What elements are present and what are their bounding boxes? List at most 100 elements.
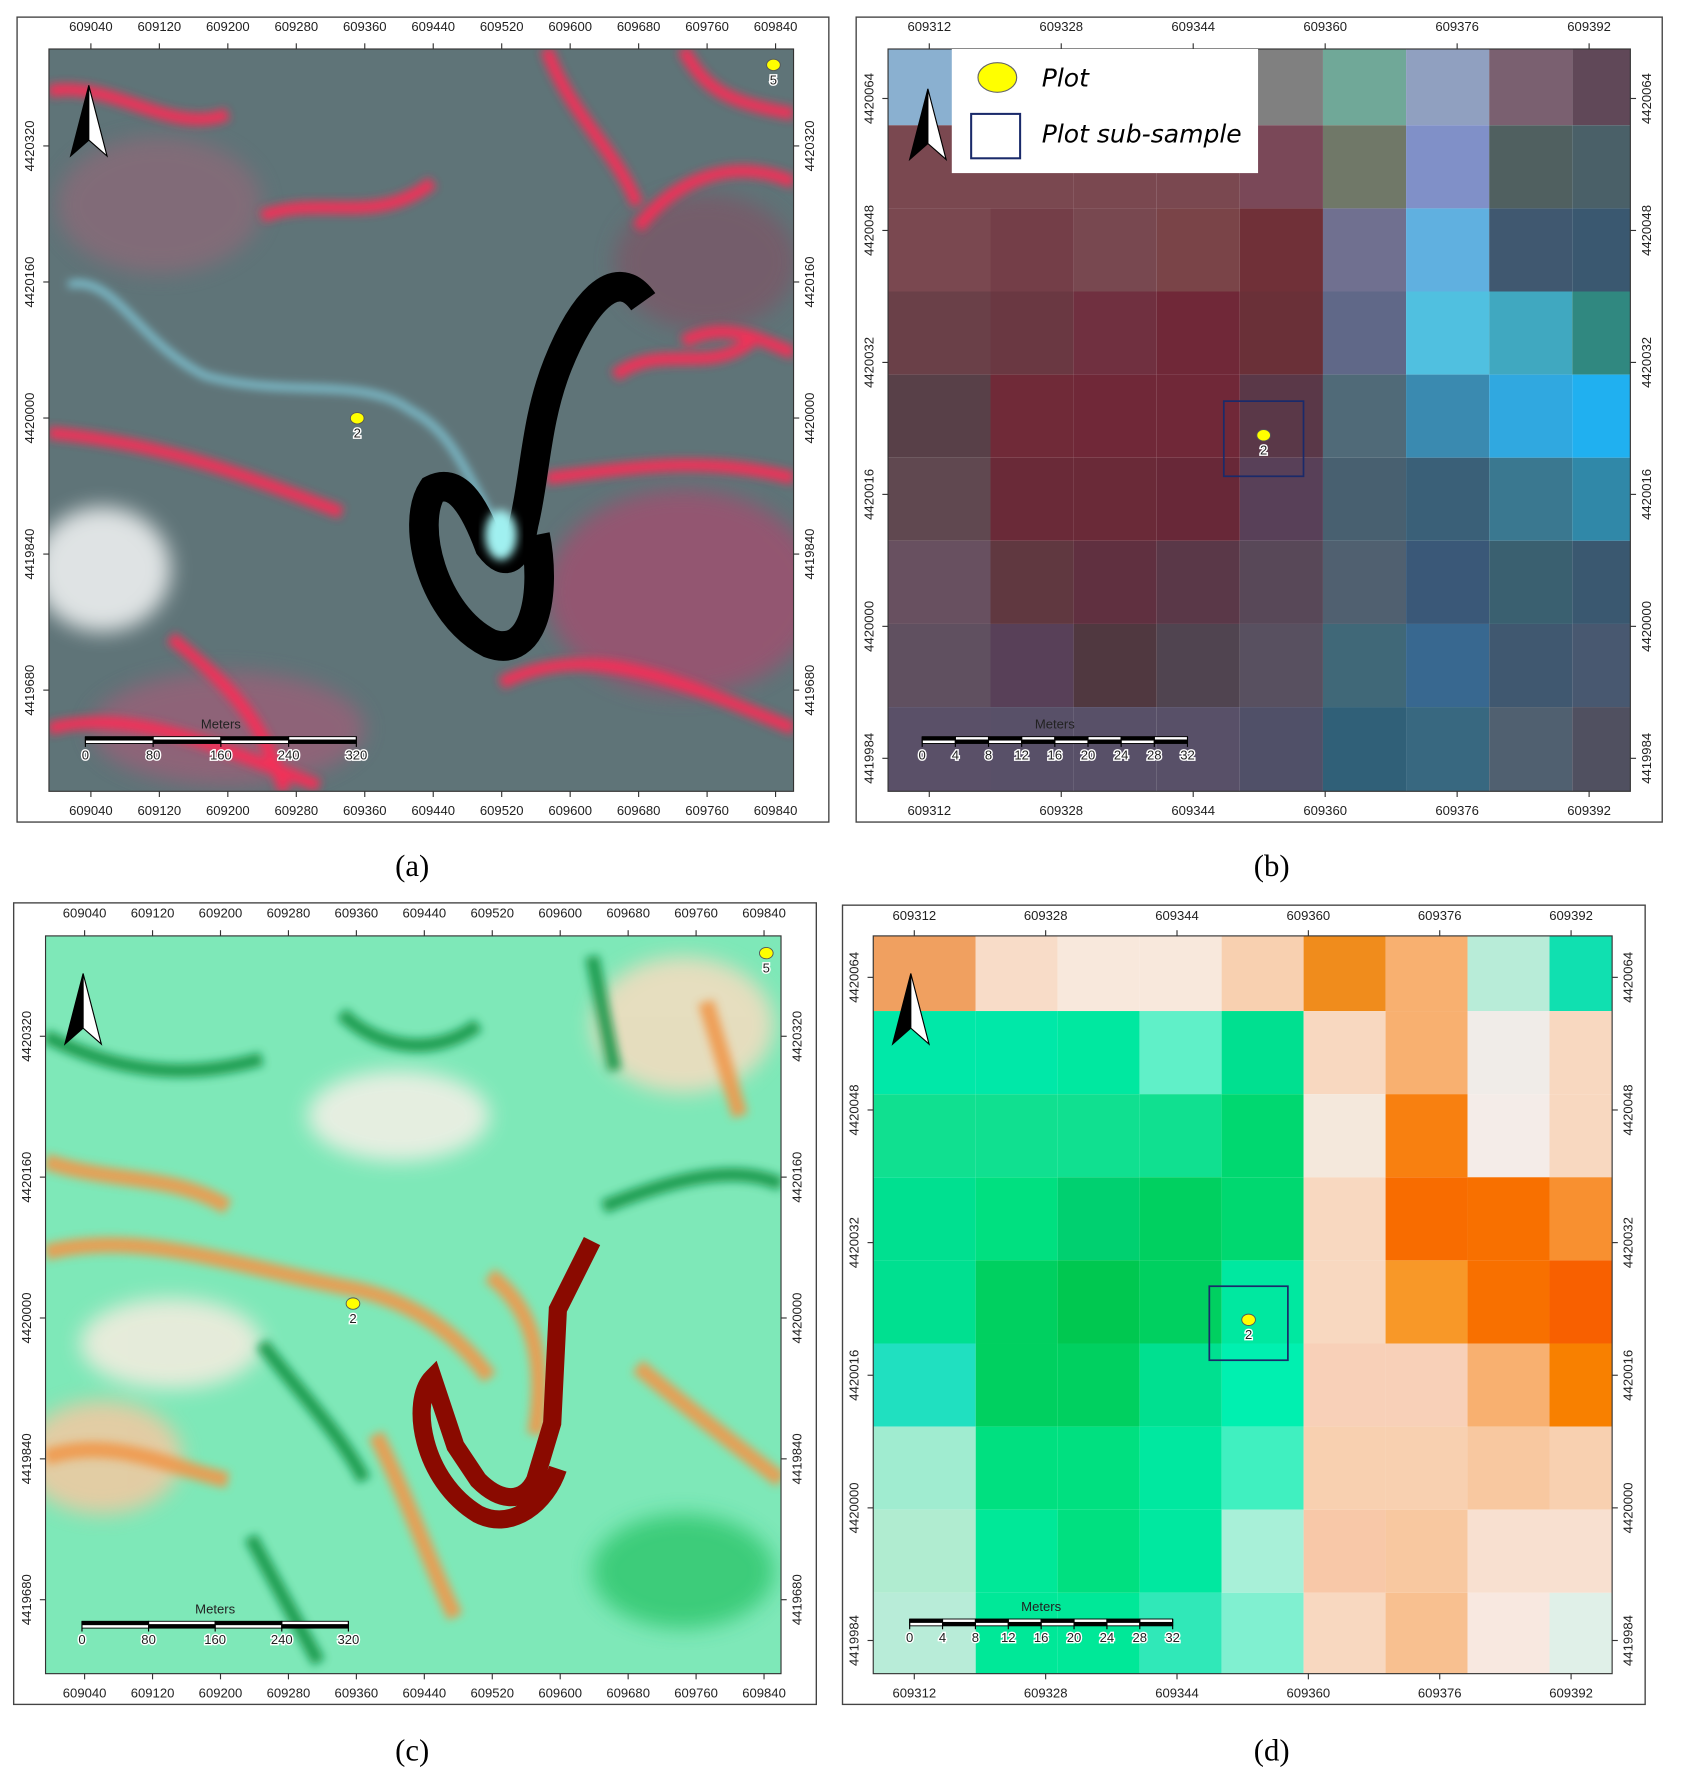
x-tick-label: 609520 [480, 803, 524, 818]
pixel [990, 707, 1074, 792]
x-tick-label: 609344 [1155, 908, 1199, 923]
x-tick-label: 609360 [1303, 19, 1347, 34]
y-tick-label: 4419984 [1639, 733, 1654, 784]
y-tick-label: 4419680 [22, 665, 37, 716]
y-tick-label: 4420048 [861, 205, 876, 256]
x-tick-label: 609344 [1155, 1686, 1199, 1701]
north-arrow [88, 85, 109, 158]
pixel [1303, 1509, 1386, 1593]
pixel [1073, 208, 1157, 292]
pixel [1303, 1343, 1386, 1427]
pixel [975, 1426, 1058, 1510]
pixel [1057, 935, 1140, 1012]
pixel [1303, 1011, 1386, 1095]
scale-bar-segment [1054, 739, 1089, 744]
pixel [1549, 1509, 1613, 1593]
scale-bar-segment [1073, 1618, 1108, 1623]
y-tick-label: 4419840 [19, 1433, 34, 1484]
scale-bar-label: 160 [204, 1632, 226, 1647]
scale-bar-segment [1120, 736, 1155, 741]
legend-box-symbol [970, 112, 1022, 160]
scale-bar-label: 12 [1014, 747, 1029, 762]
x-tick-label: 609520 [470, 906, 514, 921]
y-tick-label: 4420000 [802, 393, 817, 444]
scale-bar-label: 0 [82, 747, 89, 762]
scale-bar-segment [942, 1618, 976, 1623]
x-tick-label: 609376 [1435, 19, 1479, 34]
north-arrow [82, 973, 103, 1046]
scale-bar-segment [1087, 739, 1122, 744]
pixel [1385, 1260, 1468, 1344]
pixel [1406, 208, 1490, 292]
map-panel: 609312 609312 609328 609328 609344 609344 6093… [841, 904, 1646, 1767]
pixel [873, 1509, 976, 1593]
x-tick-label: 609200 [206, 803, 250, 818]
pixel [1467, 1426, 1550, 1510]
scale-bar-title: Meters [1021, 1599, 1061, 1614]
y-tick-label: 4420320 [22, 120, 37, 171]
pixel [990, 208, 1074, 292]
pixel [1322, 291, 1407, 375]
pixel [1549, 1260, 1613, 1344]
y-tick-label: 4419840 [790, 1433, 805, 1484]
x-tick-label: 609440 [403, 906, 447, 921]
plot-point [766, 58, 781, 72]
pixel [1239, 540, 1323, 624]
scale-bar-segment [152, 739, 222, 744]
scale-bar-label: 0 [919, 747, 926, 762]
pixel [1572, 49, 1631, 126]
pixel [1406, 540, 1490, 624]
pixel [1549, 1094, 1613, 1178]
y-tick-label: 4420064 [1639, 73, 1654, 124]
plot-point [759, 946, 774, 960]
scale-bar-label: 24 [1114, 747, 1129, 762]
scale-bar-segment [942, 1621, 976, 1627]
y-tick-label: 4420000 [846, 1482, 861, 1533]
x-tick-label: 609280 [274, 19, 318, 34]
pixel [1467, 935, 1550, 1012]
scale-bar-segment [152, 736, 222, 741]
pixel [1156, 623, 1240, 708]
pixel [1549, 1426, 1613, 1510]
scale-bar-segment [1106, 1621, 1141, 1627]
scale-bar-segment [148, 1620, 216, 1626]
scale-bar-label: 4 [952, 747, 959, 762]
scale-bar-segment [1073, 1621, 1108, 1627]
pixel [1139, 1094, 1222, 1178]
x-tick-label: 609200 [199, 906, 243, 921]
pixel [1322, 623, 1407, 708]
pixel [1489, 374, 1573, 458]
map-panel: 609312 609312 609328 609328 609344 609344 6093… [855, 16, 1663, 883]
plot-point [345, 1297, 361, 1310]
pixel [1467, 1592, 1550, 1674]
x-tick-label: 609440 [411, 19, 455, 34]
pixel [1572, 623, 1631, 708]
pixel [1057, 1177, 1140, 1261]
scale-bar-segment [281, 1624, 349, 1629]
scale-bar-segment [214, 1624, 283, 1629]
pixel [975, 935, 1058, 1012]
pixel [1221, 935, 1304, 1012]
pixel [1549, 935, 1613, 1012]
x-tick-label: 609520 [470, 1686, 514, 1701]
pixel [1322, 208, 1407, 292]
x-tick-label: 609760 [685, 803, 729, 818]
pixel [1057, 1260, 1140, 1344]
pixel [1322, 457, 1407, 541]
x-tick-label: 609600 [548, 19, 592, 34]
scale-bar-label: 240 [271, 1632, 293, 1647]
pixel [1467, 1177, 1550, 1261]
scale-bar-label: 320 [337, 1632, 359, 1647]
scale-bar-segment [81, 1624, 150, 1629]
x-tick-label: 609840 [742, 1686, 786, 1701]
x-tick-label: 609440 [411, 803, 455, 818]
scale-bar-segment [214, 1620, 283, 1626]
map-panel: 609040 609040 609120 609120 609200 609200 6092… [16, 16, 830, 883]
pixel [1489, 291, 1573, 375]
pixel [1221, 1011, 1304, 1095]
pixel [1322, 125, 1407, 209]
x-tick-label: 609280 [274, 803, 318, 818]
pixel [1572, 707, 1631, 792]
x-tick-label: 609200 [199, 1686, 243, 1701]
pixel [975, 1343, 1058, 1427]
